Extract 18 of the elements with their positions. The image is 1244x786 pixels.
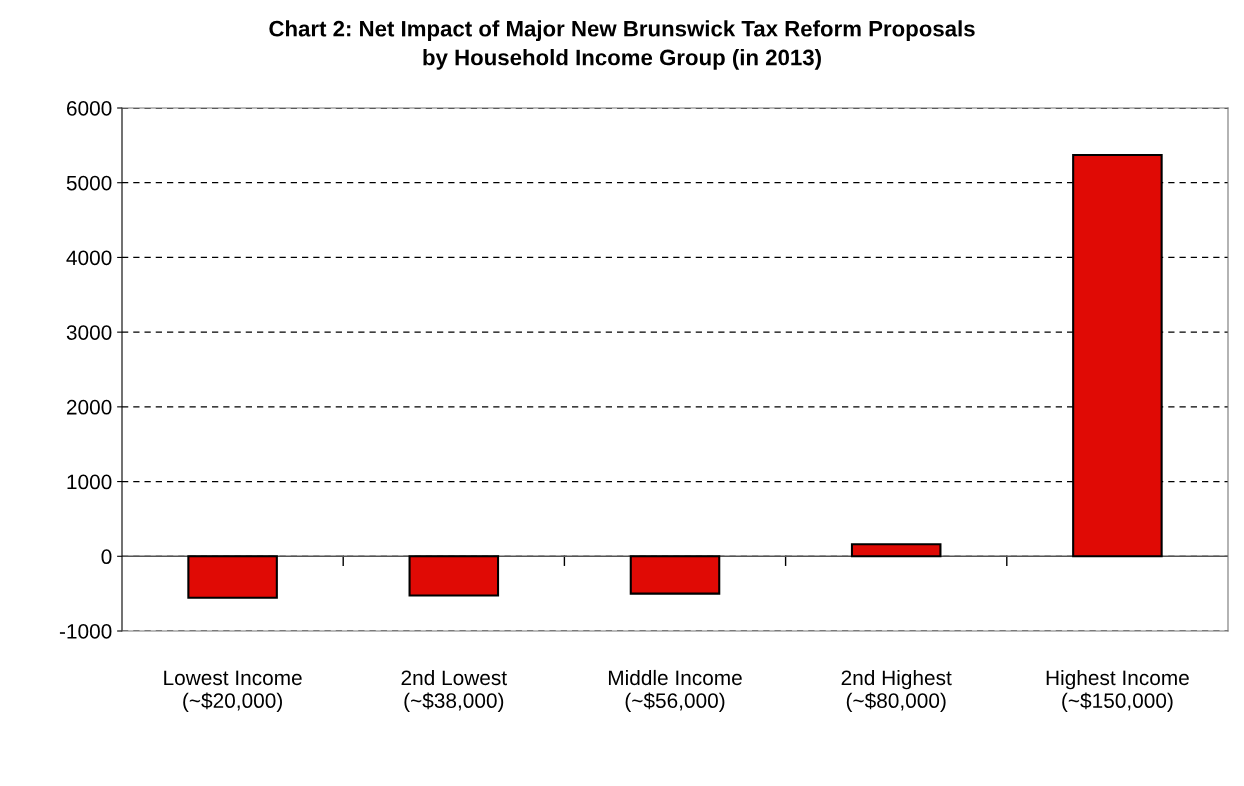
y-tick-label: 3000 [66,325,112,340]
x-tick-label: 2nd Highest (~$80,000) [841,669,952,713]
y-tick-label: 6000 [66,101,112,116]
chart-title: Chart 2: Net Impact of Major New Brunswick Tax Reform Proposals by Household Income Group (in 2013) [269,20,975,70]
y-tick-label: 1000 [67,474,112,490]
x-tick-label: Highest Income (~$150,000) [1046,669,1189,713]
bar [408,555,500,597]
y-tick-label: -1000 [59,624,112,639]
x-tick-label: Lowest Income (~$20,000) [164,670,302,713]
bar [850,543,942,558]
y-tick-label: 0 [101,549,112,565]
x-tick-label: Middle Income (~$56,000) [608,669,742,713]
y-tick-label: 2000 [66,399,112,415]
y-tick-label: 4000 [66,250,112,266]
x-tick-label: 2nd Lowest (~$38,000) [401,669,507,713]
bar [187,555,278,599]
y-tick-label: 5000 [66,175,112,191]
bar [629,555,721,595]
